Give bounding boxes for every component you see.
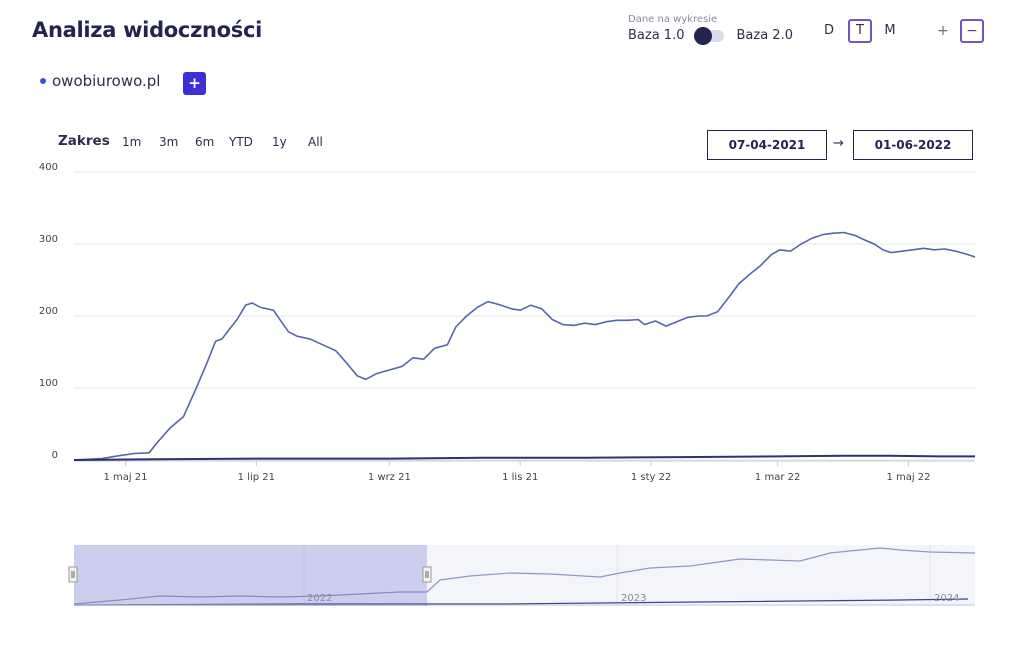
range-1y-button[interactable]: 1y xyxy=(272,135,287,149)
add-domain-button[interactable]: + xyxy=(183,72,206,95)
range-3m-button[interactable]: 3m xyxy=(159,135,179,149)
navigator-right-handle[interactable] xyxy=(422,566,432,583)
domain-dot-icon xyxy=(40,78,46,84)
toggle-left-label: Baza 1.0 xyxy=(628,28,685,43)
navigator-grid xyxy=(303,545,931,605)
domain-legend: owobiurowo.pl xyxy=(40,72,160,90)
base-switch[interactable] xyxy=(694,26,725,45)
navigator-selection[interactable] xyxy=(74,545,427,606)
zoom-out-button[interactable]: − xyxy=(960,19,984,43)
navigator-label-2023: 2023 xyxy=(621,593,646,604)
data-source-toggle: Dane na wykresie Baza 1.0 Baza 2.0 xyxy=(628,14,793,45)
range-all-button[interactable]: All xyxy=(308,135,323,149)
domain-name: owobiurowo.pl xyxy=(52,72,161,90)
navigator-series-line xyxy=(73,547,976,605)
date-to-input[interactable]: 01-06-2022 xyxy=(853,130,973,160)
navigator-secondary-line xyxy=(73,598,969,606)
range-label: Zakres xyxy=(58,133,110,149)
range-ytd-button[interactable]: YTD xyxy=(229,135,253,149)
period-day-button[interactable]: D xyxy=(823,23,834,38)
date-range-arrow: → xyxy=(833,136,844,151)
toggle-right-label: Baza 2.0 xyxy=(736,28,793,43)
navigator-left-handle[interactable] xyxy=(68,566,78,583)
switch-knob[interactable] xyxy=(694,26,713,45)
period-week-button[interactable]: T xyxy=(848,19,872,43)
page-title: Analiza widoczności xyxy=(32,18,263,42)
period-month-button[interactable]: M xyxy=(884,23,896,38)
range-1m-button[interactable]: 1m xyxy=(122,135,142,149)
date-from-input[interactable]: 07-04-2021 xyxy=(707,130,827,160)
toggle-caption: Dane na wykresie xyxy=(628,14,718,25)
range-6m-button[interactable]: 6m xyxy=(195,135,215,149)
navigator-label-2024: 2024 xyxy=(934,593,959,604)
navigator-label-2022: 2022 xyxy=(307,593,332,604)
zoom-in-button[interactable]: + xyxy=(937,23,949,39)
